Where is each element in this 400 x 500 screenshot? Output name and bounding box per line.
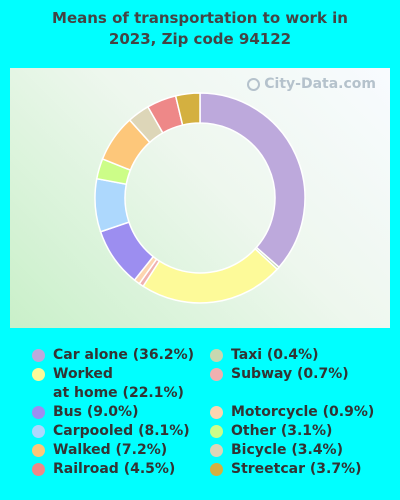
chart-title: Means of transportation to work in 2023,… [0,8,400,50]
legend-swatch [210,368,223,381]
legend-item-worked-at-home: Worked at home (22.1%) [32,365,184,403]
legend-swatch [32,463,45,476]
donut-chart [94,92,306,304]
legend-item-carpooled: Carpooled (8.1%) [32,422,190,441]
legend-swatch [210,349,223,362]
slice-worked-at-home [142,247,279,304]
legend-label: Subway (0.7%) [231,366,349,382]
legend-item-railroad: Railroad (4.5%) [32,460,175,479]
legend-item-motorcycle: Motorcycle (0.9%) [210,403,374,422]
legend-swatch [210,444,223,457]
legend-label: Bicycle (3.4%) [231,442,343,458]
legend-swatch [210,425,223,438]
legend-swatch [32,406,45,419]
legend-label: Carpooled (8.1%) [53,423,190,439]
legend-swatch [32,425,45,438]
legend-swatch [32,368,45,381]
legend-label: Car alone (36.2%) [53,347,195,363]
legend-label: Walked (7.2%) [53,442,168,458]
watermark: City-Data.com [247,76,376,92]
legend-label: Motorcycle (0.9%) [231,404,375,420]
legend-item-bicycle: Bicycle (3.4%) [210,441,343,460]
legend-swatch [32,349,45,362]
legend-item-streetcar: Streetcar (3.7%) [210,460,362,479]
legend-label: Other (3.1%) [231,423,333,439]
legend-swatch [32,444,45,457]
legend-item-subway: Subway (0.7%) [210,365,349,384]
slice-streetcar [174,92,201,126]
plot-area: City-Data.com [10,68,390,328]
chart-title-line-1: Means of transportation to work in [52,9,348,27]
legend-label: Streetcar (3.7%) [231,461,362,477]
legend-swatch [210,406,223,419]
legend-item-walked: Walked (7.2%) [32,441,167,460]
magnifier-icon [247,77,261,91]
slice-car-alone [199,92,306,269]
chart-title-line-2: 2023, Zip code 94122 [108,30,292,48]
slice-carpooled [94,177,130,233]
legend-swatch [210,463,223,476]
legend-item-bus: Bus (9.0%) [32,403,138,422]
legend-label: Taxi (0.4%) [231,347,319,363]
legend-item-other: Other (3.1%) [210,422,332,441]
legend-label: Worked at home (22.1%) [53,366,184,401]
legend-item-car-alone: Car alone (36.2%) [32,346,194,365]
legend-label: Bus (9.0%) [53,404,139,420]
legend-item-taxi: Taxi (0.4%) [210,346,319,365]
legend-label: Railroad (4.5%) [53,461,176,477]
watermark-text: City-Data.com [264,76,376,92]
chart-legend: Car alone (36.2%) Worked at home (22.1%) B… [32,346,392,486]
